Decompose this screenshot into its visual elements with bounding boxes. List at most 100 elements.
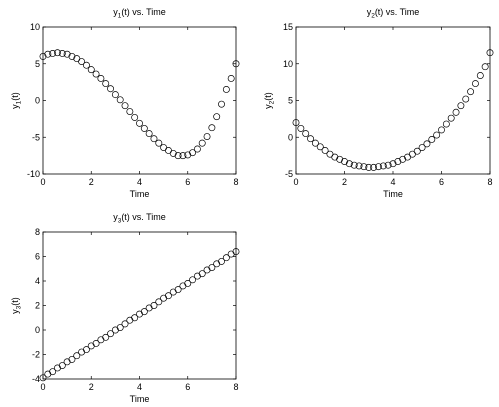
y-axis-label: y1(t) — [10, 92, 23, 109]
data-point — [82, 61, 90, 69]
data-point — [428, 136, 436, 143]
y-tick-label: -5 — [32, 132, 40, 142]
data-point — [232, 60, 240, 68]
data-point — [68, 52, 76, 60]
data-point — [58, 50, 66, 57]
plot-area — [42, 231, 237, 380]
data-point — [189, 276, 197, 284]
y-tick-label: 8 — [35, 227, 40, 237]
data-point — [462, 95, 470, 103]
data-point — [73, 352, 81, 360]
data-point — [345, 160, 353, 168]
data-point — [447, 114, 455, 122]
data-point — [227, 74, 235, 82]
data-point — [442, 120, 450, 128]
data-point — [222, 86, 230, 93]
data-point — [102, 80, 110, 88]
data-point — [379, 162, 387, 170]
data-point — [140, 124, 148, 132]
data-point — [193, 145, 201, 153]
data-point — [169, 149, 177, 157]
data-point — [198, 270, 206, 278]
x-tick-label: 2 — [89, 177, 94, 187]
y-tick-label: 4 — [35, 276, 40, 286]
data-point — [136, 119, 143, 127]
data-point — [174, 152, 182, 160]
y-tick-label: 5 — [288, 96, 293, 106]
x-tick-label: 6 — [185, 177, 190, 187]
data-point — [292, 119, 300, 127]
y-tick-label: -10 — [27, 169, 40, 179]
data-point — [336, 155, 344, 163]
data-point — [131, 314, 139, 322]
data-point — [49, 368, 57, 376]
data-point — [92, 70, 100, 78]
data-point — [365, 163, 373, 171]
data-point — [307, 135, 314, 143]
data-point — [213, 113, 221, 121]
plot-area — [295, 26, 491, 175]
data-point — [111, 91, 119, 99]
data-point — [389, 160, 397, 168]
chart-title: y2(t) vs. Time — [367, 7, 420, 20]
x-axis-label: Time — [130, 394, 150, 404]
y-tick-label: -5 — [285, 169, 293, 179]
x-tick-label: 4 — [137, 382, 142, 392]
y-tick-label: 15 — [283, 22, 293, 32]
data-point — [102, 333, 110, 341]
y-tick-label: 5 — [35, 59, 40, 69]
data-point — [467, 88, 475, 96]
data-point — [78, 58, 86, 65]
x-axis-label: Time — [383, 189, 403, 199]
data-point — [49, 50, 57, 57]
data-point — [39, 52, 47, 60]
data-point — [413, 147, 421, 155]
y-tick-label: 2 — [35, 301, 40, 311]
chart-3: 0 2 4 6 8 -4 -2 0 2 4 6 8 y3(t) vs. Time Time y3(t) — [10, 212, 240, 404]
data-point — [399, 155, 407, 163]
data-point — [472, 80, 479, 88]
x-tick-label: 2 — [89, 382, 94, 392]
data-point — [121, 320, 129, 328]
data-point — [457, 102, 465, 110]
data-point — [311, 139, 319, 147]
data-point — [375, 163, 382, 171]
data-point — [433, 131, 441, 139]
data-point — [360, 163, 368, 171]
data-point — [184, 151, 192, 159]
data-point — [92, 340, 100, 347]
data-point — [331, 153, 339, 161]
data-point — [208, 124, 216, 132]
data-point — [384, 161, 392, 169]
x-tick-label: 4 — [137, 177, 142, 187]
chart-1: 0 2 4 6 8 -10 -5 0 5 10 y1(t) vs. Time Time y1(t) — [10, 7, 240, 199]
data-point — [126, 108, 134, 115]
data-point — [145, 130, 153, 138]
plot-area — [42, 26, 237, 175]
data-point — [350, 161, 358, 169]
x-axis-label: Time — [130, 189, 150, 199]
data-point — [341, 158, 348, 165]
data-point — [321, 147, 329, 154]
data-point — [208, 264, 216, 271]
data-point — [355, 162, 363, 170]
data-point — [452, 108, 460, 116]
data-point — [131, 113, 139, 121]
data-point — [150, 302, 158, 309]
x-tick-label: 8 — [487, 177, 492, 187]
x-tick-label: 8 — [233, 177, 238, 187]
data-point — [121, 102, 129, 110]
data-point — [97, 74, 105, 82]
x-tick-label: 0 — [293, 177, 298, 187]
data-point — [107, 85, 115, 93]
data-point — [316, 143, 324, 151]
x-tick-label: 6 — [185, 382, 190, 392]
data-point — [184, 280, 192, 287]
y-tick-label: 0 — [35, 325, 40, 335]
data-point — [218, 100, 225, 108]
y-tick-label: -4 — [32, 374, 40, 384]
data-point — [68, 355, 76, 363]
data-point — [107, 330, 115, 338]
data-point — [218, 257, 225, 265]
